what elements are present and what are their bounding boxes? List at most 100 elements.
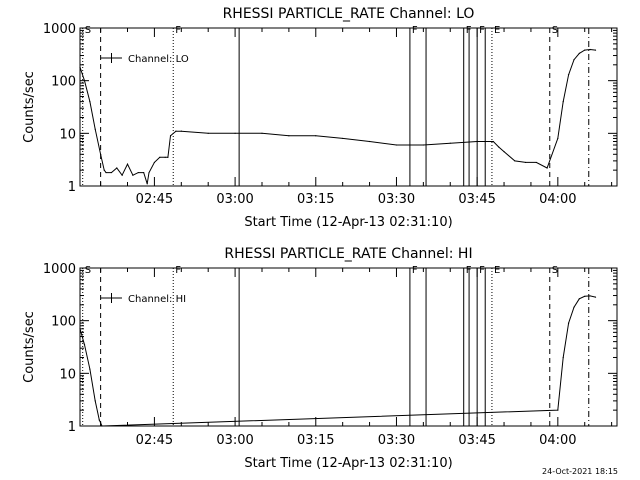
data-point (94, 128, 96, 130)
legend-label: Channel: HI (128, 294, 186, 305)
data-point (159, 156, 161, 158)
y-tick-label: 1 (68, 180, 76, 195)
event-line-label: S (85, 265, 91, 276)
data-point (164, 156, 166, 158)
event-line-label: E (494, 265, 500, 276)
x-tick-label: 02:45 (136, 192, 173, 207)
data-point (449, 142, 451, 144)
x-tick-label: 03:00 (216, 433, 253, 448)
data-point (589, 295, 591, 297)
data-point (126, 163, 129, 165)
data-point (498, 146, 500, 148)
data-point (567, 74, 570, 76)
x-tick-label: 03:45 (458, 433, 495, 448)
data-point (98, 419, 100, 421)
data-point (524, 161, 527, 164)
x-axis-label: Start Time (12-Apr-13 02:31:10) (244, 456, 452, 471)
chart-title: RHESSI PARTICLE_RATE Channel: HI (224, 246, 472, 262)
data-point (234, 132, 236, 134)
event-line-label: S (552, 25, 558, 36)
data-point (116, 167, 118, 169)
x-tick-label: 04:00 (539, 433, 576, 448)
chart-panel-1: RHESSI PARTICLE_RATE Channel: LO 1 10 100 10… (22, 6, 618, 230)
data-point (546, 167, 548, 169)
data-point (89, 368, 91, 370)
data-point (143, 171, 145, 174)
data-point (79, 328, 81, 330)
event-line-label: F (412, 265, 418, 276)
event-line-label: S (552, 265, 558, 276)
data-point (594, 49, 597, 51)
x-tick-label: 03:30 (378, 192, 415, 207)
data-point (476, 140, 478, 143)
data-point (594, 296, 597, 298)
x-tick-label: 02:45 (136, 433, 173, 448)
y-tick-label: 100 (51, 75, 76, 90)
chart-panel-2: RHESSI PARTICLE_RATE Channel: HI 1 10 100 10… (22, 246, 618, 471)
data-point (167, 156, 169, 158)
event-line-label: S (85, 25, 91, 36)
x-axis-label: Start Time (12-Apr-13 02:31:10) (244, 215, 452, 230)
data-point (492, 140, 494, 143)
x-tick-label: 04:00 (539, 192, 576, 207)
series-line (79, 295, 596, 427)
x-tick-label: 03:45 (458, 192, 495, 207)
data-point (368, 140, 371, 143)
data-point (315, 135, 317, 137)
data-point (578, 52, 580, 54)
data-point (83, 80, 86, 82)
data-point (422, 144, 424, 146)
data-point (110, 171, 112, 174)
data-point (153, 161, 156, 164)
chart-title: RHESSI PARTICLE_RATE Channel: LO (223, 6, 475, 22)
generation-timestamp: 24-Oct-2021 18:15 (542, 467, 618, 476)
event-line-label: E (494, 25, 500, 36)
event-line-label: F (479, 265, 485, 276)
data-point (503, 150, 505, 153)
y-tick-label: 10 (59, 127, 76, 142)
data-point (342, 137, 344, 140)
data-point (535, 161, 537, 164)
data-point (573, 59, 575, 61)
y-tick-label: 10 (59, 367, 76, 382)
data-point (100, 153, 102, 155)
data-point (169, 135, 172, 137)
y-tick-label: 1000 (43, 262, 76, 277)
y-axis-label: Counts/sec (22, 71, 37, 143)
data-point (180, 130, 182, 132)
plot-frame (79, 267, 618, 427)
data-point (261, 132, 263, 134)
data-point (514, 160, 516, 162)
data-point (137, 171, 139, 174)
plot-frame (79, 27, 618, 187)
data-point (557, 409, 559, 411)
data-point (573, 306, 575, 308)
data-point (589, 48, 591, 51)
data-point (148, 171, 150, 174)
y-tick-label: 100 (51, 315, 76, 330)
data-point (132, 174, 134, 176)
data-point (562, 101, 564, 103)
data-point (121, 174, 123, 176)
y-tick-label: 1 (68, 420, 76, 435)
data-point (146, 183, 148, 185)
legend-label: Channel: LO (128, 54, 189, 65)
data-point (103, 169, 105, 171)
data-point (94, 400, 96, 402)
data-point (79, 66, 81, 68)
series-line (79, 48, 596, 184)
y-tick-label: 1000 (43, 22, 76, 37)
x-tick-label: 03:30 (378, 433, 415, 448)
data-point (562, 356, 564, 359)
y-axis-label: Counts/sec (22, 311, 37, 383)
data-point (207, 132, 209, 134)
data-point (584, 49, 586, 51)
data-point (175, 130, 177, 132)
data-point (89, 101, 91, 103)
data-point (578, 298, 580, 300)
data-point (101, 425, 103, 427)
x-tick-label: 03:15 (297, 433, 334, 448)
data-point (105, 171, 107, 174)
data-point (557, 137, 559, 140)
